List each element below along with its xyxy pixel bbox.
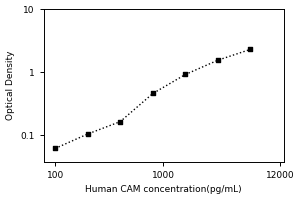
Point <box>85 132 90 136</box>
Point <box>118 120 123 123</box>
Point <box>215 59 220 62</box>
Point <box>150 92 155 95</box>
X-axis label: Human CAM concentration(pg/mL): Human CAM concentration(pg/mL) <box>85 185 242 194</box>
Y-axis label: Optical Density: Optical Density <box>6 51 15 120</box>
Point <box>248 48 253 51</box>
Point <box>183 73 188 76</box>
Point <box>53 147 58 150</box>
